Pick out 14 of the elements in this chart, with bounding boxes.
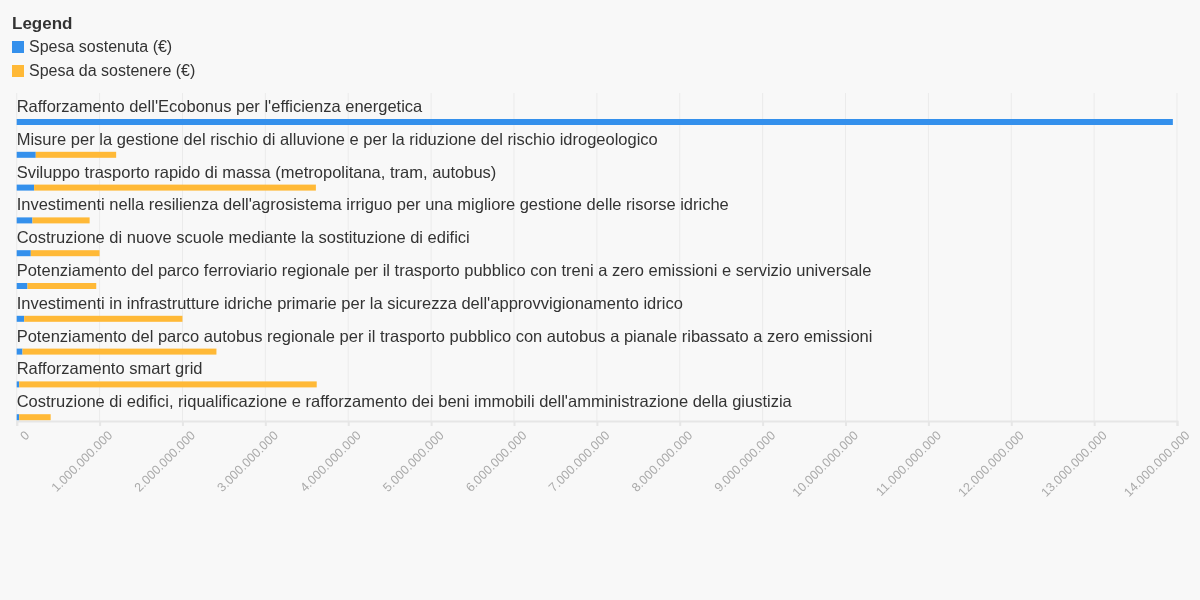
y-tick-label: Potenziamento del parco ferroviario regionale per il trasporto pubblico con treni a zero emissioni e servizio universale bbox=[16, 261, 872, 279]
legend-label: Spesa sostenuta (€) bbox=[29, 38, 173, 55]
legend-title: Legend bbox=[12, 14, 73, 33]
y-tick-label: Investimenti in infrastrutture idriche primarie per la sicurezza dell'approvvigionamento idrico bbox=[16, 293, 683, 312]
y-tick-label: Costruzione di edifici, riqualificazione e rafforzamento dei beni immobili dell'amministrazione della giustizia bbox=[16, 392, 793, 411]
y-tick-label: Potenziamento del parco autobus regionale per il trasporto pubblico con autobus a pianale ribassato a zero emissioni bbox=[16, 326, 873, 345]
y-tick-label: Misure per la gestione del rischio di alluvione e per la riduzione del rischio idrogeologico bbox=[16, 129, 658, 148]
legend-label: Spesa da sostenere (€) bbox=[29, 62, 196, 79]
y-tick-label: Costruzione di nuove scuole mediante la sostituzione di edifici bbox=[16, 228, 470, 247]
y-tick-label: Rafforzamento smart grid bbox=[16, 359, 203, 378]
y-tick-label: Investimenti nella resilienza dell'agrosistema irriguo per una migliore gestione delle risorse idriche bbox=[16, 195, 729, 214]
y-tick-label: Sviluppo trasporto rapido di massa (metropolitana, tram, autobus) bbox=[16, 162, 497, 181]
y-tick-label: Rafforzamento dell'Ecobonus per l'efficienza energetica bbox=[16, 97, 424, 115]
x-tick-label: 0 bbox=[17, 428, 33, 444]
